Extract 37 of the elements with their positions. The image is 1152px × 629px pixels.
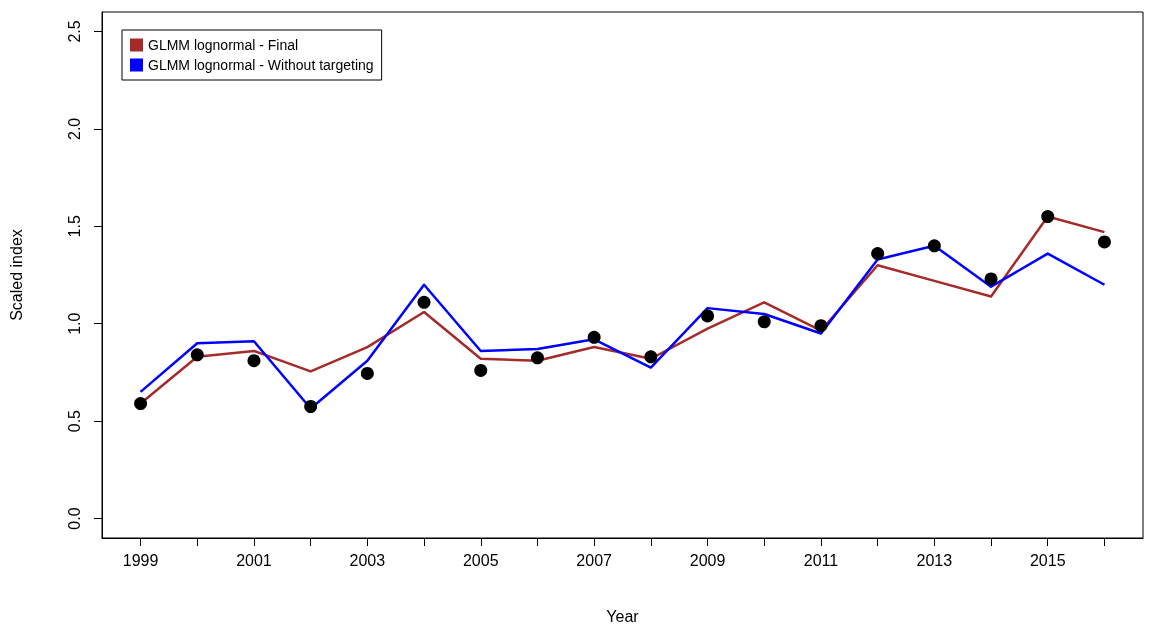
point bbox=[871, 247, 885, 261]
point bbox=[530, 351, 544, 365]
point bbox=[984, 272, 998, 286]
point bbox=[587, 330, 601, 344]
y-axis-title: Scaled index bbox=[7, 229, 25, 321]
y-tick-label: 1.0 bbox=[65, 312, 83, 335]
legend-label: GLMM lognormal - Without targeting bbox=[148, 57, 374, 73]
x-tick-label: 2015 bbox=[1029, 551, 1066, 569]
point bbox=[247, 354, 261, 368]
x-tick-label: 2007 bbox=[576, 551, 613, 569]
x-tick-label: 2005 bbox=[462, 551, 499, 569]
point bbox=[360, 366, 374, 380]
x-axis-title: Year bbox=[606, 607, 640, 625]
y-tick-label: 2.5 bbox=[65, 20, 83, 43]
x-tick-label: 2003 bbox=[349, 551, 386, 569]
x-tick-label: 2013 bbox=[916, 551, 953, 569]
legend-label: GLMM lognormal - Final bbox=[148, 37, 299, 53]
y-tick-label: 0.5 bbox=[65, 409, 83, 433]
y-tick-label: 2.0 bbox=[65, 117, 83, 141]
point bbox=[927, 239, 941, 253]
point bbox=[474, 363, 488, 377]
point bbox=[417, 295, 431, 309]
point bbox=[304, 400, 318, 413]
point bbox=[757, 315, 771, 329]
point bbox=[134, 397, 148, 411]
point bbox=[644, 350, 658, 364]
x-tick-label: 2001 bbox=[236, 551, 272, 569]
point bbox=[814, 319, 828, 333]
point bbox=[701, 309, 715, 323]
y-tick-label: 0.0 bbox=[65, 507, 83, 530]
y-tick-label: 1.5 bbox=[65, 215, 83, 238]
point bbox=[1041, 210, 1055, 224]
x-tick-label: 1999 bbox=[122, 551, 159, 569]
x-tick-label: 2009 bbox=[689, 551, 726, 569]
x-tick-label: 2011 bbox=[803, 551, 839, 569]
point bbox=[190, 348, 204, 362]
point bbox=[1097, 235, 1111, 249]
